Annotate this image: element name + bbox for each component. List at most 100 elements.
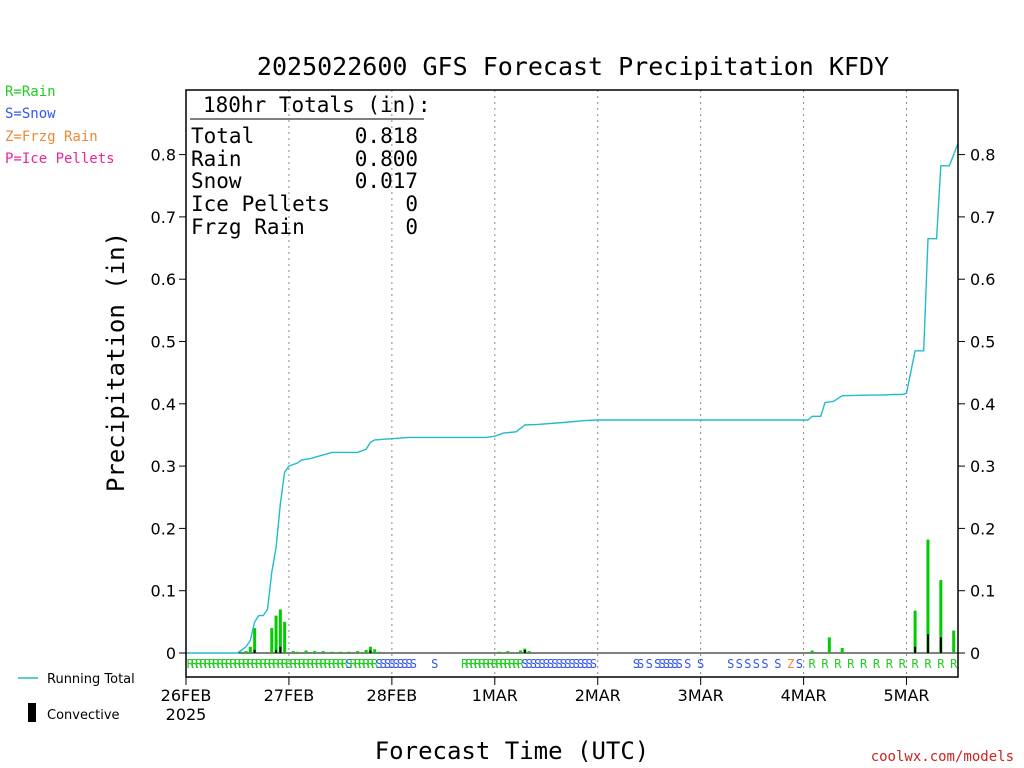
total-label: Total — [191, 124, 254, 148]
convective-bar — [253, 649, 256, 653]
convective-bars — [253, 634, 942, 653]
ptype-marker: S — [774, 657, 781, 671]
precip-bar — [913, 610, 917, 653]
precip-bar — [347, 651, 351, 653]
y-axis-left: 0 0.1 0.2 0.3 0.4 0.5 0.6 0.7 0.8 — [151, 146, 186, 663]
precip-bar — [248, 646, 252, 653]
y-tick-label-right: 0.1 — [970, 582, 995, 601]
ptype-marker: R — [285, 657, 293, 671]
ptype-marker: R — [247, 657, 255, 671]
ptype-marker: R — [191, 657, 199, 671]
x-tick-label: 1MAR — [472, 686, 518, 705]
ptype-marker: R — [230, 657, 238, 671]
precip-bar — [278, 609, 282, 653]
ptype-legend: R=Rain S=Snow Z=Frzg Rain P=Ice Pellets — [5, 84, 115, 167]
y-axis-right: 0 0.1 0.2 0.3 0.4 0.5 0.6 0.7 0.8 — [958, 146, 995, 663]
ptype-marker: R — [495, 657, 503, 671]
ptype-marker: S — [658, 657, 665, 671]
ptype-marker: S — [375, 657, 382, 671]
ptype-marker: S — [796, 657, 803, 671]
y-tick-label: 0.1 — [151, 582, 176, 601]
ptype-marker: R — [302, 657, 310, 671]
ptype-marker: S — [568, 657, 575, 671]
totals-box: 180hr Totals (in): Total 0.818 Rain 0.80… — [190, 93, 431, 239]
ptype-marker: S — [543, 657, 550, 671]
precip-bar — [952, 630, 956, 653]
ptype-marker: S — [633, 657, 640, 671]
x-tick-label: 4MAR — [781, 686, 827, 705]
precip-bar — [519, 650, 523, 653]
y-tick-label: 0.6 — [151, 270, 176, 289]
ptype-marker: S — [345, 657, 352, 671]
total-value: 0.818 — [355, 124, 418, 148]
precip-bar — [296, 651, 300, 653]
ptype-marker: R — [217, 657, 225, 671]
precip-bar — [330, 651, 334, 653]
ptype-marker: R — [354, 657, 362, 671]
y-tick-label-right: 0.5 — [970, 333, 995, 352]
ptype-marker: S — [530, 657, 537, 671]
ptype-marker: R — [504, 657, 512, 671]
ptype-marker: S — [671, 657, 678, 671]
precip-bar — [373, 649, 377, 653]
y-tick-label: 0.3 — [151, 457, 176, 476]
y-tick-label-right: 0.7 — [970, 208, 995, 227]
precip-bar — [356, 651, 360, 653]
ptype-marker: R — [337, 657, 345, 671]
legend-rain: R=Rain — [5, 84, 56, 100]
y-tick-label: 0 — [166, 644, 176, 663]
legend-ice-pellets: P=Ice Pellets — [5, 151, 115, 167]
y-tick-label-right: 0 — [970, 644, 980, 663]
chart-title: 2025022600 GFS Forecast Precipitation KF… — [257, 52, 889, 81]
ptype-marker: R — [517, 657, 525, 671]
plot-frame — [185, 89, 959, 678]
ptype-marker: R — [513, 657, 521, 671]
ptype-marker: R — [324, 657, 332, 671]
ptype-marker: S — [590, 657, 597, 671]
ptype-marker: R — [255, 657, 263, 671]
precip-bar — [313, 651, 317, 653]
ptype-marker: R — [950, 657, 958, 671]
ptype-marker: S — [431, 657, 438, 671]
ptype-marker: R — [208, 657, 216, 671]
ptype-marker: S — [393, 657, 400, 671]
ptype-marker: S — [581, 657, 588, 671]
precip-bar — [810, 650, 814, 653]
precip-bar — [291, 651, 295, 653]
ptype-marker: S — [547, 657, 554, 671]
ptype-marker: S — [744, 657, 751, 671]
precip-bar — [377, 651, 381, 653]
ptype-marker: R — [234, 657, 242, 671]
y-tick-label-right: 0.8 — [970, 146, 995, 165]
ptype-marker: S — [736, 657, 743, 671]
ptype-marker: S — [525, 657, 532, 671]
ptype-marker: S — [384, 657, 391, 671]
ptype-marker: S — [380, 657, 387, 671]
convective-bar — [914, 646, 917, 653]
ptype-marker: S — [405, 657, 412, 671]
x-tick-label: 3MAR — [678, 686, 724, 705]
ptype-marker: R — [487, 657, 495, 671]
x-tick-label: 5MAR — [884, 686, 930, 705]
y-tick-label: 0.7 — [151, 208, 176, 227]
ptype-marker: R — [290, 657, 298, 671]
ptype-marker: R — [251, 657, 259, 671]
ice-pellets-value: 0 — [405, 192, 418, 216]
ptype-marker: R — [363, 657, 371, 671]
ptype-marker: R — [272, 657, 280, 671]
ptype-marker: Z — [787, 657, 794, 671]
ptype-marker: S — [551, 657, 558, 671]
precip-bar — [321, 651, 325, 653]
legend-frzg-rain: Z=Frzg Rain — [5, 129, 98, 145]
precip-bar — [840, 648, 844, 653]
convective-bar — [279, 646, 282, 653]
ptype-marker: S — [577, 657, 584, 671]
ptype-marker: S — [388, 657, 395, 671]
snow-value: 0.017 — [355, 169, 418, 193]
precip-bar — [244, 651, 248, 653]
y-tick-label-right: 0.6 — [970, 270, 995, 289]
ptype-marker: S — [697, 657, 704, 671]
y-tick-label: 0.4 — [151, 395, 176, 414]
x-tick-label: 27FEB — [264, 686, 315, 705]
ptype-marker: R — [195, 657, 203, 671]
